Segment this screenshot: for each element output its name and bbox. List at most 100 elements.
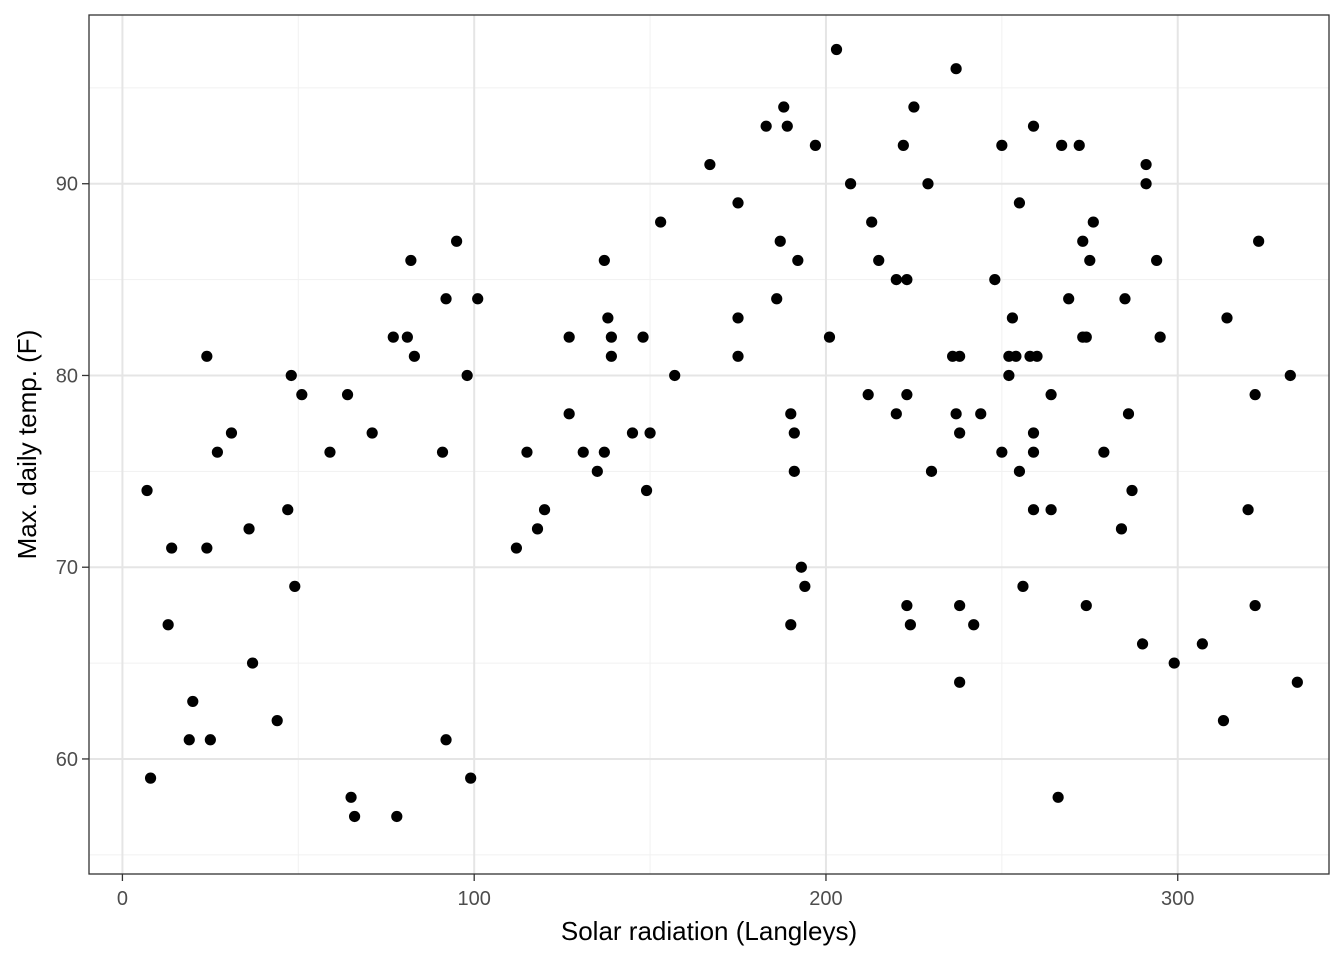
data-point xyxy=(401,331,413,343)
data-point xyxy=(1003,369,1015,382)
data-point xyxy=(465,772,477,784)
data-point xyxy=(774,235,786,247)
data-point xyxy=(1291,676,1303,688)
data-point xyxy=(345,791,357,803)
data-point xyxy=(201,542,213,554)
data-point xyxy=(823,331,836,343)
data-point xyxy=(1098,446,1110,458)
data-point xyxy=(954,676,966,688)
data-point xyxy=(1253,235,1265,247)
data-point xyxy=(1140,158,1152,171)
data-point xyxy=(890,408,902,420)
data-point xyxy=(162,619,174,631)
data-point xyxy=(901,274,913,286)
data-point xyxy=(243,523,255,535)
data-point xyxy=(408,350,420,362)
data-point xyxy=(436,446,449,458)
data-point xyxy=(989,274,1001,286)
data-point xyxy=(1045,504,1057,516)
data-point xyxy=(778,101,790,113)
data-point xyxy=(166,542,178,554)
data-points xyxy=(141,43,1303,823)
data-point xyxy=(866,216,878,228)
data-point xyxy=(655,216,667,228)
data-point xyxy=(788,427,800,439)
data-point xyxy=(1080,599,1092,612)
data-point xyxy=(144,772,157,784)
data-point xyxy=(788,465,800,477)
data-point xyxy=(605,350,617,362)
data-point xyxy=(1151,254,1163,267)
data-point xyxy=(440,293,452,305)
data-point xyxy=(141,484,153,497)
data-point xyxy=(510,542,523,554)
y-axis-title: Max. daily temp. (F) xyxy=(12,330,42,560)
data-point xyxy=(598,446,610,458)
data-point xyxy=(187,695,199,708)
data-point xyxy=(296,389,308,401)
data-point xyxy=(440,734,452,746)
data-point xyxy=(996,139,1008,151)
data-point xyxy=(732,312,744,324)
data-point xyxy=(785,619,797,631)
y-tick-label: 80 xyxy=(56,365,78,387)
x-axis-title: Solar radiation (Langleys) xyxy=(561,916,857,946)
data-point xyxy=(324,446,336,458)
data-point xyxy=(908,101,920,113)
data-point xyxy=(954,350,966,362)
data-point xyxy=(387,331,399,343)
data-point xyxy=(1115,523,1128,535)
data-point xyxy=(950,408,962,420)
data-point xyxy=(1249,599,1261,612)
data-point xyxy=(1119,293,1131,305)
data-point xyxy=(1077,235,1089,247)
data-point xyxy=(873,254,885,267)
plot-panel-border xyxy=(88,14,1330,875)
data-point xyxy=(862,389,874,401)
data-point xyxy=(968,619,980,631)
data-point xyxy=(451,235,463,247)
data-point xyxy=(640,484,653,497)
data-point xyxy=(1126,484,1138,497)
data-point xyxy=(1242,504,1254,516)
data-point xyxy=(922,178,934,190)
data-point xyxy=(1073,139,1085,151)
data-point xyxy=(644,427,656,439)
data-point xyxy=(531,523,544,535)
data-point xyxy=(760,120,772,132)
y-tick-label: 90 xyxy=(56,174,78,196)
data-point xyxy=(1027,120,1040,132)
data-point xyxy=(1140,178,1152,190)
data-point xyxy=(669,369,681,382)
data-point xyxy=(785,408,797,420)
data-point xyxy=(809,139,822,151)
y-tick-label: 70 xyxy=(56,557,78,579)
data-point xyxy=(901,389,913,401)
data-point xyxy=(1031,350,1043,362)
data-point xyxy=(563,331,575,343)
data-point xyxy=(201,350,213,362)
data-point xyxy=(950,63,962,75)
data-point xyxy=(1056,139,1068,151)
data-point xyxy=(732,350,744,362)
data-point xyxy=(285,369,297,382)
data-point xyxy=(341,389,354,401)
data-point xyxy=(830,43,843,56)
data-point xyxy=(975,408,987,420)
data-point xyxy=(211,446,223,458)
data-point xyxy=(282,504,294,516)
data-point xyxy=(954,427,966,439)
data-point xyxy=(771,293,783,305)
data-point xyxy=(1010,350,1022,362)
data-point xyxy=(732,197,744,209)
x-tick-label: 100 xyxy=(458,888,491,910)
data-point xyxy=(795,561,807,573)
data-point xyxy=(904,619,916,631)
data-point xyxy=(1063,293,1075,305)
data-point xyxy=(1087,216,1099,228)
data-point xyxy=(563,408,575,420)
data-point xyxy=(1221,312,1233,324)
data-point xyxy=(1013,465,1026,477)
data-point xyxy=(792,254,804,267)
